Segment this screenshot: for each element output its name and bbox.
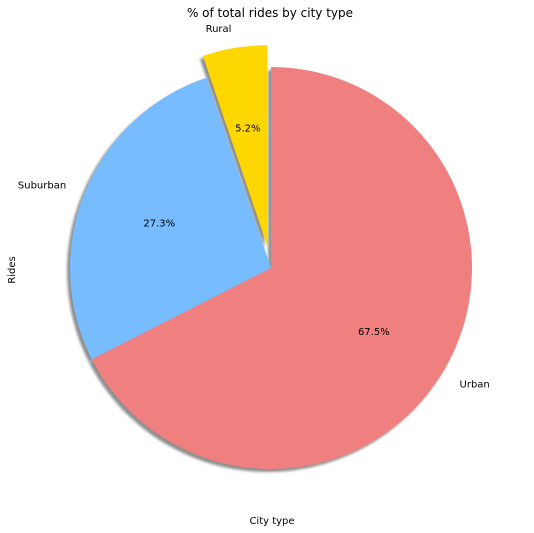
pie-slice-urban: [91, 67, 473, 469]
category-label-urban: Urban: [460, 380, 490, 391]
slice-labels: 5.2% Rural 27.3% Suburban 67.5% Urban: [18, 24, 490, 390]
x-axis-label: City type: [249, 516, 294, 527]
pie-slices: [69, 45, 473, 469]
category-label-rural: Rural: [206, 24, 232, 35]
chart-title: % of total rides by city type: [187, 6, 353, 20]
pie-slice-suburban: [69, 77, 271, 360]
pct-label-urban: 67.5%: [358, 327, 390, 338]
y-axis-label: Rides: [7, 256, 18, 283]
pct-label-rural: 5.2%: [235, 123, 260, 134]
pct-label-suburban: 27.3%: [143, 219, 175, 230]
pie-slice-rural: [202, 45, 268, 247]
category-label-suburban: Suburban: [18, 181, 66, 192]
